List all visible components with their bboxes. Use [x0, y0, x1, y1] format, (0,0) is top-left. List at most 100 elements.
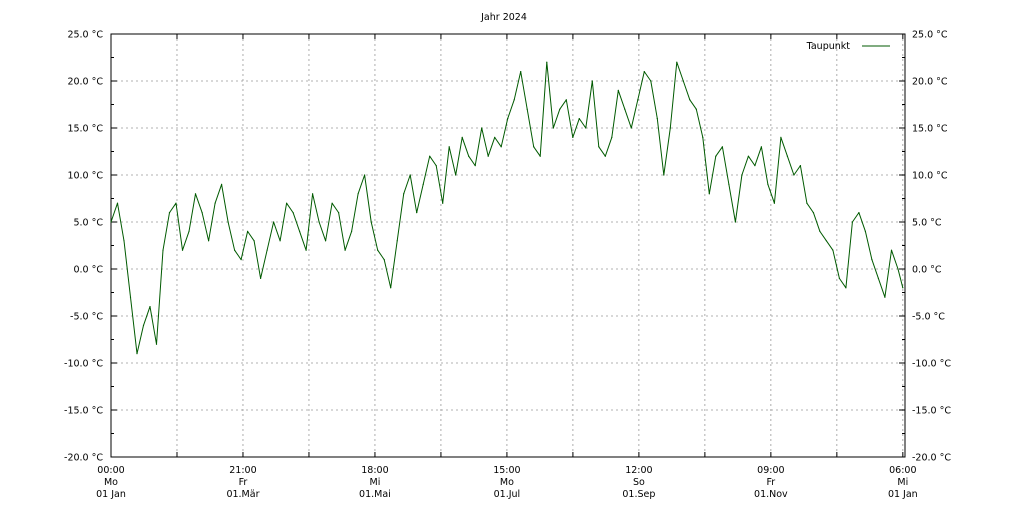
x-tick-label-date: 01.Nov: [754, 489, 788, 500]
data-point: [253, 240, 255, 242]
data-point: [747, 155, 750, 157]
data-point: [188, 230, 190, 232]
data-point: [767, 183, 769, 185]
data-point: [728, 183, 730, 185]
data-point: [149, 306, 151, 308]
data-point: [676, 61, 678, 63]
data-point: [279, 240, 281, 242]
data-point: [305, 249, 307, 251]
chart-title: Jahr 2024: [480, 12, 527, 23]
x-tick-label-date: 01 Jan: [888, 489, 918, 500]
x-tick-label-time: 18:00: [361, 465, 388, 476]
x-tick-label-weekday: Mo: [104, 477, 118, 488]
x-tick-label-weekday: Mi: [370, 477, 381, 488]
data-point: [890, 249, 893, 251]
grid-lines: [111, 34, 905, 457]
y-axis-left-labels: -20.0 °C -15.0 °C -10.0 °C -5.0 °C 0.0 °C 5.0…: [64, 30, 103, 464]
data-point: [129, 296, 132, 298]
data-point: [864, 230, 867, 232]
data-point: [682, 80, 684, 82]
data-point: [902, 287, 904, 289]
data-point: [116, 202, 119, 204]
data-point: [325, 240, 327, 242]
y-tick-label-right: -5.0 °C: [912, 312, 945, 323]
data-point: [383, 259, 385, 261]
data-point: [669, 127, 671, 129]
data-point: [312, 193, 314, 195]
data-point: [552, 127, 554, 129]
data-point: [611, 136, 613, 138]
data-point: [624, 108, 626, 110]
x-tick-label-weekday: Mi: [897, 477, 908, 488]
data-point: [409, 174, 411, 176]
y-tick-label-left: 25.0 °C: [67, 30, 103, 41]
y-tick-label-left: -5.0 °C: [70, 312, 103, 323]
data-point: [377, 249, 379, 251]
data-point: [851, 221, 854, 223]
data-point: [650, 80, 652, 82]
data-point: [390, 287, 392, 289]
data-point: [364, 174, 366, 176]
data-point: [539, 155, 541, 157]
data-point: [689, 99, 691, 101]
data-point: [201, 212, 203, 214]
y-tick-label-right: 25.0 °C: [912, 30, 948, 41]
data-point: [793, 174, 795, 176]
data-point: [806, 202, 808, 204]
data-point: [494, 136, 496, 138]
y-axis-right-labels: -20.0 °C -15.0 °C -10.0 °C -5.0 °C 0.0 °C 5.0…: [912, 30, 951, 464]
x-tick-label-time: 06:00: [889, 465, 916, 476]
y-tick-label-left: 15.0 °C: [67, 124, 103, 135]
x-tick-label-weekday: So: [633, 477, 645, 488]
legend-label: Taupunkt: [806, 41, 851, 52]
x-tick-label-date: 01.Jul: [494, 489, 521, 500]
data-point: [773, 202, 776, 204]
data-point: [292, 212, 294, 214]
data-point: [396, 240, 398, 242]
y-tick-label-right: 15.0 °C: [912, 124, 948, 135]
data-point: [721, 146, 724, 148]
data-point: [786, 155, 789, 157]
data-point: [663, 174, 665, 176]
data-point: [286, 202, 288, 204]
data-point: [181, 249, 184, 251]
data-point: [617, 89, 619, 91]
data-point: [884, 296, 886, 298]
data-point: [468, 155, 470, 157]
data-point: [318, 221, 320, 223]
y-tick-label-right: -15.0 °C: [912, 406, 951, 417]
data-point: [572, 136, 574, 138]
data-point: [825, 240, 828, 242]
y-tick-label-left: 0.0 °C: [73, 265, 103, 276]
x-tick-label-time: 00:00: [97, 465, 124, 476]
data-point: [526, 108, 528, 110]
data-point: [656, 118, 658, 120]
data-point: [110, 221, 112, 223]
data-point: [344, 249, 346, 251]
data-point: [221, 183, 223, 185]
data-point: [338, 212, 340, 214]
x-tick-label-weekday: Fr: [767, 477, 776, 488]
y-tick-label-left: 20.0 °C: [67, 77, 103, 88]
data-point: [630, 127, 632, 129]
x-tick-label-time: 12:00: [625, 465, 652, 476]
y-tick-label-right: 5.0 °C: [912, 218, 942, 229]
data-point: [214, 202, 216, 204]
data-point: [533, 146, 535, 148]
data-point: [734, 221, 737, 223]
y-tick-label-right: 0.0 °C: [912, 265, 942, 276]
y-tick-label-left: 10.0 °C: [67, 171, 103, 182]
data-point: [578, 118, 580, 120]
data-point: [234, 249, 236, 251]
data-point: [155, 343, 158, 345]
y-tick-label-left: -15.0 °C: [64, 406, 103, 417]
data-point: [240, 259, 242, 261]
y-tick-label-left: -20.0 °C: [64, 453, 103, 464]
data-point: [168, 212, 171, 214]
data-point: [838, 277, 841, 279]
y-tick-label-right: -20.0 °C: [912, 453, 951, 464]
y-tick-label-right: 10.0 °C: [912, 171, 948, 182]
data-point: [123, 240, 125, 242]
data-point: [227, 221, 229, 223]
x-tick-label-time: 09:00: [757, 465, 784, 476]
